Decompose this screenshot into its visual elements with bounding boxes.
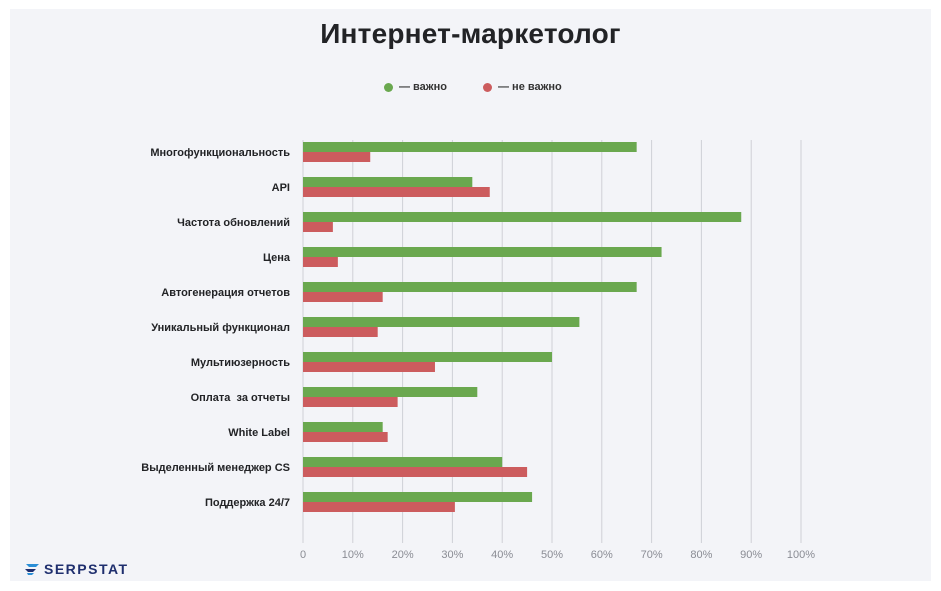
x-tick-label: 30% bbox=[441, 549, 463, 561]
x-tick-label: 70% bbox=[641, 549, 663, 561]
legend-dot-important bbox=[384, 82, 393, 92]
category-label: White Label bbox=[228, 427, 290, 439]
x-tick-label: 100% bbox=[787, 549, 815, 561]
bar-important bbox=[303, 177, 473, 187]
bar-not-important bbox=[303, 362, 435, 372]
category-labels: Многофункциональность API Частота обновлен… bbox=[141, 147, 291, 509]
bar-not-important bbox=[303, 502, 455, 512]
category-label: Оплата за отчеты bbox=[191, 392, 290, 404]
bar-not-important bbox=[303, 292, 383, 302]
category-label: Поддержка 24/7 bbox=[205, 497, 290, 509]
legend-label-not-important: — не важно bbox=[498, 81, 562, 93]
bar-not-important bbox=[303, 152, 371, 162]
legend-dot-not-important bbox=[483, 82, 492, 92]
category-label: Многофункциональность bbox=[150, 147, 290, 159]
bars bbox=[303, 142, 742, 512]
category-label: Частота обновлений bbox=[177, 217, 290, 229]
serpstat-logo-icon bbox=[25, 564, 39, 575]
chart-panel bbox=[10, 9, 931, 581]
bar-not-important bbox=[303, 467, 528, 477]
bar-important bbox=[303, 212, 742, 222]
category-label: Мультиюзерность bbox=[191, 357, 290, 369]
category-label: Уникальный функционал bbox=[151, 322, 290, 334]
bar-not-important bbox=[303, 432, 388, 442]
grid-lines bbox=[302, 140, 802, 543]
legend-item-not-important: — не важно bbox=[483, 81, 562, 93]
bar-important bbox=[303, 317, 580, 327]
legend-label-important: — важно bbox=[399, 81, 447, 93]
x-tick-label: 0 bbox=[300, 549, 306, 561]
bar-important bbox=[303, 352, 552, 362]
category-label: Цена bbox=[263, 252, 291, 264]
bar-not-important bbox=[303, 222, 333, 232]
serpstat-logo: SERPSTAT bbox=[24, 561, 129, 577]
x-tick-label: 10% bbox=[342, 549, 364, 561]
bar-important bbox=[303, 142, 637, 152]
x-tick-label: 40% bbox=[491, 549, 513, 561]
bar-important bbox=[303, 457, 503, 467]
chart-title: Интернет-маркетолог bbox=[320, 18, 621, 49]
legend-item-important: — важно bbox=[384, 81, 447, 93]
bar-important bbox=[303, 492, 533, 502]
bar-important bbox=[303, 247, 662, 257]
bar-important bbox=[303, 387, 478, 397]
x-axis-ticks: 0 10% 20% 30% 40% 50% 60% 70% 80% 90% 100% bbox=[300, 549, 815, 561]
serpstat-logo-text: SERPSTAT bbox=[44, 561, 129, 577]
bar-important bbox=[303, 422, 383, 432]
bar-not-important bbox=[303, 327, 378, 337]
x-tick-label: 60% bbox=[591, 549, 613, 561]
category-label: Автогенерация отчетов bbox=[161, 287, 290, 299]
x-tick-label: 20% bbox=[392, 549, 414, 561]
category-label: API bbox=[272, 182, 290, 194]
x-tick-label: 90% bbox=[740, 549, 762, 561]
category-label: Выделенный менеджер CS bbox=[141, 462, 290, 474]
x-tick-label: 80% bbox=[690, 549, 712, 561]
bar-not-important bbox=[303, 187, 490, 197]
bar-not-important bbox=[303, 257, 338, 267]
bar-not-important bbox=[303, 397, 398, 407]
x-tick-label: 50% bbox=[541, 549, 563, 561]
bar-important bbox=[303, 282, 637, 292]
